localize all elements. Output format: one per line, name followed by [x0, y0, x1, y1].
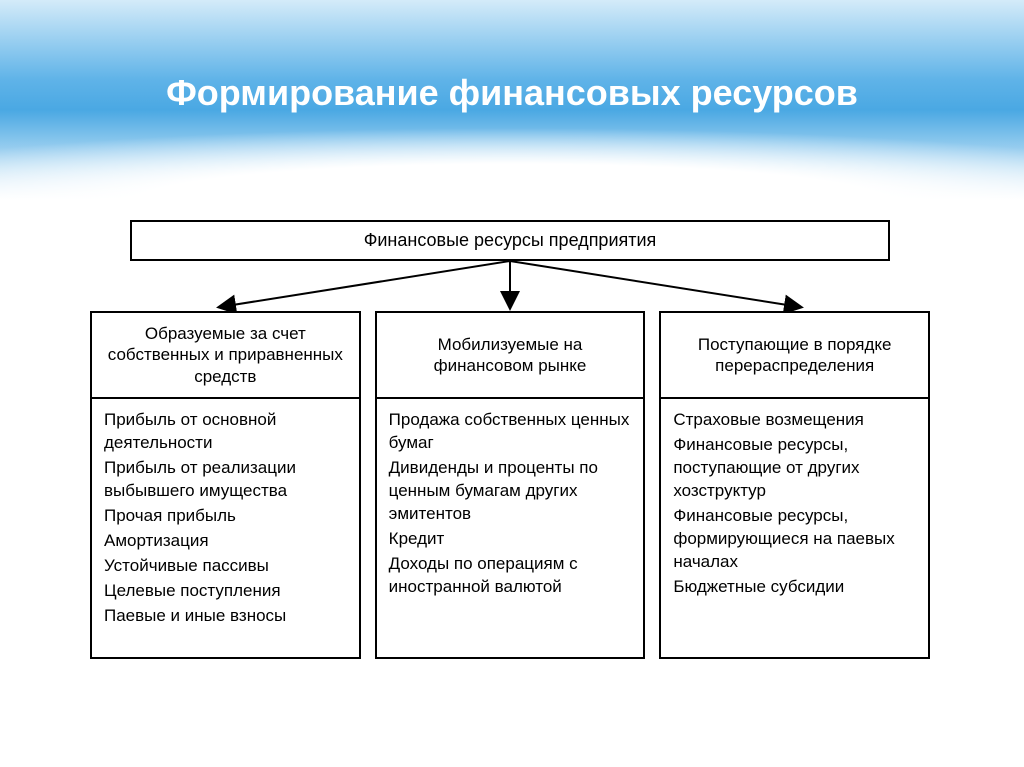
column-header: Образуемые за счет собственных и приравн…: [90, 311, 361, 399]
list-item: Финансовые ресурсы, поступающие от други…: [673, 434, 916, 503]
column-body: Прибыль от основной деятельности Прибыль…: [90, 399, 361, 659]
list-item: Паевые и иные взносы: [104, 605, 347, 628]
root-box: Финансовые ресурсы предприятия: [130, 220, 890, 261]
diagram: Финансовые ресурсы предприятия Образуемы…: [90, 220, 930, 659]
list-item: Прочая прибыль: [104, 505, 347, 528]
list-item: Продажа собственных ценных бумаг: [389, 409, 632, 455]
column-2: Поступающие в порядке перераспределения …: [659, 311, 930, 659]
list-item: Прибыль от реализации выбывшего имуществ…: [104, 457, 347, 503]
column-body: Страховые возмещения Финансовые ресурсы,…: [659, 399, 930, 659]
list-item: Доходы по операциям с иностранной валюто…: [389, 553, 632, 599]
list-item: Бюджетные субсидии: [673, 576, 916, 599]
column-header: Мобилизуемые на финансовом рынке: [375, 311, 646, 399]
list-item: Амортизация: [104, 530, 347, 553]
list-item: Страховые возмещения: [673, 409, 916, 432]
list-item: Финансовые ресурсы, формирующиеся на пае…: [673, 505, 916, 574]
list-item: Дивиденды и проценты по ценным бумагам д…: [389, 457, 632, 526]
column-1: Мобилизуемые на финансовом рынке Продажа…: [375, 311, 646, 659]
arrows: [130, 261, 890, 311]
column-body: Продажа собственных ценных бумаг Дивиден…: [375, 399, 646, 659]
list-item: Целевые поступления: [104, 580, 347, 603]
columns: Образуемые за счет собственных и приравн…: [90, 311, 930, 659]
slide-title: Формирование финансовых ресурсов: [0, 72, 1024, 114]
list-item: Кредит: [389, 528, 632, 551]
slide: Формирование финансовых ресурсов Финансо…: [0, 0, 1024, 767]
column-header: Поступающие в порядке перераспределения: [659, 311, 930, 399]
list-item: Прибыль от основной деятельности: [104, 409, 347, 455]
column-0: Образуемые за счет собственных и приравн…: [90, 311, 361, 659]
list-item: Устойчивые пассивы: [104, 555, 347, 578]
